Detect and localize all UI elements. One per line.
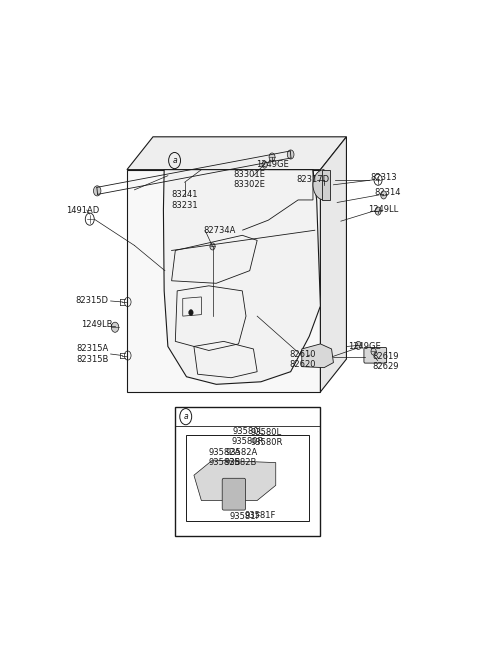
- Circle shape: [288, 150, 294, 159]
- Circle shape: [269, 153, 275, 161]
- Text: a: a: [172, 156, 177, 165]
- Text: 93580L
93580R: 93580L 93580R: [250, 428, 283, 447]
- Bar: [322, 170, 330, 200]
- Text: 93581F: 93581F: [229, 512, 261, 521]
- Text: 93581F: 93581F: [244, 511, 276, 520]
- Polygon shape: [127, 170, 321, 392]
- Bar: [186, 435, 309, 521]
- Polygon shape: [163, 170, 321, 384]
- Text: 1249GE: 1249GE: [348, 342, 381, 351]
- Text: 82317D: 82317D: [296, 175, 330, 184]
- Circle shape: [111, 322, 119, 333]
- Polygon shape: [321, 137, 347, 392]
- Text: 1249LL: 1249LL: [369, 205, 399, 214]
- Text: 82313: 82313: [371, 173, 397, 182]
- Text: 82315D: 82315D: [75, 297, 108, 306]
- Text: 82314: 82314: [374, 188, 401, 197]
- Text: 82734A: 82734A: [203, 226, 236, 235]
- Circle shape: [210, 243, 215, 250]
- Text: 93582A
93582B: 93582A 93582B: [209, 448, 241, 467]
- Text: 1491AD: 1491AD: [66, 205, 100, 215]
- Text: 82619
82629: 82619 82629: [372, 352, 399, 371]
- Circle shape: [381, 191, 386, 199]
- Wedge shape: [313, 170, 324, 200]
- Text: 1249LB: 1249LB: [82, 320, 113, 329]
- Circle shape: [375, 207, 381, 215]
- Text: 93582A
93582B: 93582A 93582B: [225, 448, 257, 467]
- Circle shape: [371, 348, 376, 355]
- Text: 82610
82620: 82610 82620: [289, 350, 316, 369]
- Circle shape: [355, 341, 361, 350]
- Text: 83301E
83302E: 83301E 83302E: [234, 170, 265, 190]
- Circle shape: [262, 161, 267, 168]
- Text: 93580L
93580R: 93580L 93580R: [232, 426, 264, 446]
- Bar: [175, 407, 321, 536]
- Circle shape: [189, 310, 193, 316]
- FancyBboxPatch shape: [222, 478, 246, 510]
- FancyBboxPatch shape: [364, 348, 386, 363]
- Circle shape: [94, 186, 101, 196]
- Polygon shape: [194, 460, 276, 501]
- Polygon shape: [127, 137, 347, 170]
- Polygon shape: [302, 344, 334, 367]
- Text: 83241
83231: 83241 83231: [171, 190, 198, 210]
- Text: 82315A
82315B: 82315A 82315B: [76, 344, 109, 363]
- Text: 1249GE: 1249GE: [256, 160, 288, 169]
- Text: a: a: [183, 412, 188, 421]
